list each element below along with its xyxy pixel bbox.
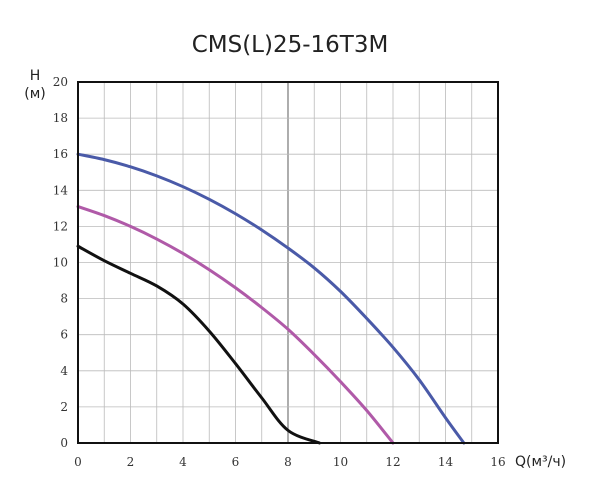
y-tick-labels: 0 2 4 6 8 10 12 14 16 18 20 bbox=[53, 75, 69, 450]
series-line-1 bbox=[76, 152, 466, 445]
y-tick-label: 8 bbox=[60, 292, 68, 306]
chart-title: CMS(L)25-16T3M bbox=[192, 32, 389, 58]
series-line-2 bbox=[76, 205, 395, 445]
y-axis-label: H bbox=[30, 68, 41, 84]
x-tick-label: 8 bbox=[284, 455, 292, 469]
x-tick-label: 0 bbox=[74, 455, 82, 469]
x-tick-label: 2 bbox=[127, 455, 135, 469]
y-tick-label: 0 bbox=[60, 436, 68, 450]
y-tick-label: 12 bbox=[53, 219, 68, 233]
y-axis-unit: (м) bbox=[24, 86, 46, 102]
x-tick-label: 16 bbox=[490, 455, 505, 469]
y-tick-label: 4 bbox=[60, 364, 68, 378]
x-tick-label: 6 bbox=[232, 455, 240, 469]
y-tick-label: 6 bbox=[60, 328, 68, 342]
y-tick-label: 14 bbox=[53, 183, 69, 197]
x-tick-label: 10 bbox=[333, 455, 348, 469]
y-tick-label: 2 bbox=[60, 400, 68, 414]
y-tick-label: 10 bbox=[53, 256, 68, 270]
y-tick-label: 16 bbox=[53, 147, 68, 161]
x-tick-labels: 0 2 4 6 8 10 12 14 16 bbox=[74, 455, 505, 469]
series-group bbox=[76, 152, 466, 445]
grid bbox=[78, 82, 498, 443]
x-tick-label: 12 bbox=[385, 455, 400, 469]
y-tick-label: 18 bbox=[53, 111, 68, 125]
plot-frame bbox=[77, 81, 499, 444]
x-tick-label: 14 bbox=[438, 455, 454, 469]
x-tick-label: 4 bbox=[179, 455, 187, 469]
series-line-3 bbox=[76, 244, 321, 445]
y-tick-label: 20 bbox=[53, 75, 68, 89]
x-axis-label: Q(м³/ч) bbox=[515, 454, 566, 470]
